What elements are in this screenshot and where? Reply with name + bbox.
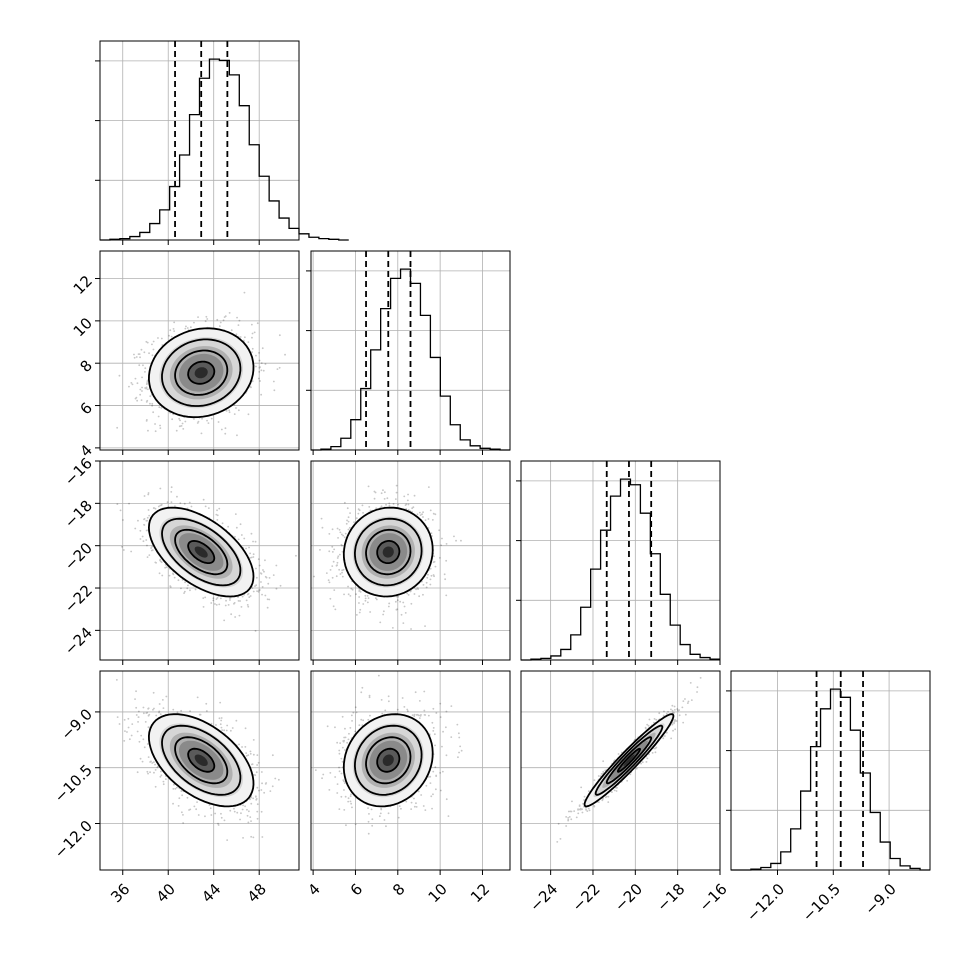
x-tick-label: −24	[526, 880, 561, 915]
density-fill	[382, 754, 394, 766]
contour-line	[376, 747, 401, 773]
x-tick-label: 40	[153, 880, 179, 906]
contour-line	[187, 747, 216, 773]
panel-frame	[99, 250, 300, 451]
y-tick-label: −22	[61, 581, 96, 616]
contour-line	[376, 540, 401, 564]
panel-frame	[310, 670, 511, 871]
panel-frame	[310, 250, 511, 451]
scatter-panel-3-1	[310, 670, 511, 875]
panel-frame	[310, 460, 511, 661]
density-fill	[623, 754, 635, 766]
x-tick-label: −22	[569, 880, 604, 915]
contour-line	[174, 528, 229, 576]
density-fill	[194, 754, 208, 766]
scatter-panel-3-2	[520, 670, 721, 875]
density-fill	[382, 546, 394, 558]
panel-frame	[99, 460, 300, 661]
y-tick-label: 12	[70, 272, 96, 298]
contour-line	[365, 528, 412, 576]
histogram-panel-0	[95, 40, 349, 245]
panel-contents	[100, 671, 299, 870]
panel-contents	[100, 251, 299, 450]
x-tick-label: −18	[653, 880, 688, 915]
contour-line	[342, 713, 434, 808]
y-tick-label: −16	[61, 454, 96, 489]
x-tick-label: −20	[611, 880, 646, 915]
y-tick-label: 10	[70, 314, 96, 340]
histogram-step-line	[521, 478, 720, 661]
contour-line	[161, 338, 242, 407]
contour-line	[617, 747, 641, 773]
contour-line	[342, 506, 434, 598]
y-tick-label: −9.0	[58, 705, 96, 743]
x-tick-label: 6	[347, 880, 366, 899]
panel-contents	[311, 671, 510, 870]
panel-contents	[311, 461, 510, 660]
contour-line	[187, 539, 216, 564]
x-tick-label: 8	[389, 880, 408, 899]
contour-line	[583, 713, 675, 808]
contour-line	[353, 517, 423, 587]
contour-line	[174, 736, 229, 785]
contour-line	[353, 724, 423, 796]
histogram-panel-3	[726, 670, 931, 875]
panel-frame	[730, 670, 931, 871]
y-tick-label: −20	[61, 539, 96, 574]
contour-line	[147, 327, 255, 419]
contour-line	[161, 724, 242, 796]
scatter-panel-2-0	[95, 460, 300, 665]
y-tick-label: −12.0	[51, 817, 96, 862]
scatter-panel-1-0	[95, 250, 300, 455]
density-fill	[194, 546, 208, 558]
histogram-panel-2	[516, 460, 721, 665]
panel-frame	[520, 460, 721, 661]
x-tick-label: −16	[696, 880, 731, 915]
panel-frame	[520, 670, 721, 871]
histogram-step-line	[731, 688, 930, 871]
panel-frame	[99, 40, 300, 241]
y-tick-label: −24	[61, 624, 96, 659]
contour-line	[365, 736, 412, 785]
x-tick-label: −10.5	[799, 880, 844, 925]
x-tick-label: 12	[467, 880, 493, 906]
contour-line	[174, 349, 229, 396]
x-tick-label: −12.0	[743, 880, 788, 925]
scatter-panel-2-1	[310, 460, 511, 665]
panel-contents	[521, 671, 720, 870]
contour-line	[605, 736, 653, 785]
histogram-panel-1	[306, 250, 511, 455]
x-tick-label: 36	[107, 880, 133, 906]
panel-frame	[99, 670, 300, 871]
x-tick-label: 44	[198, 880, 224, 906]
y-tick-label: −10.5	[51, 761, 96, 806]
x-tick-label: 4	[304, 880, 323, 899]
density-fill	[194, 367, 208, 379]
panel-contents	[100, 461, 299, 660]
x-tick-label: −9.0	[861, 880, 899, 918]
x-tick-label: 10	[425, 880, 451, 906]
contour-line	[147, 506, 255, 598]
contour-line	[161, 517, 242, 587]
contour-line	[594, 724, 664, 796]
histogram-step-line	[100, 58, 349, 241]
y-tick-label: −18	[61, 497, 96, 532]
y-tick-label: 6	[77, 399, 96, 418]
y-tick-label: 8	[77, 356, 96, 375]
scatter-panel-3-0	[95, 670, 300, 875]
contour-line	[147, 713, 255, 808]
x-tick-label: 48	[244, 880, 270, 906]
contour-line	[187, 360, 216, 385]
